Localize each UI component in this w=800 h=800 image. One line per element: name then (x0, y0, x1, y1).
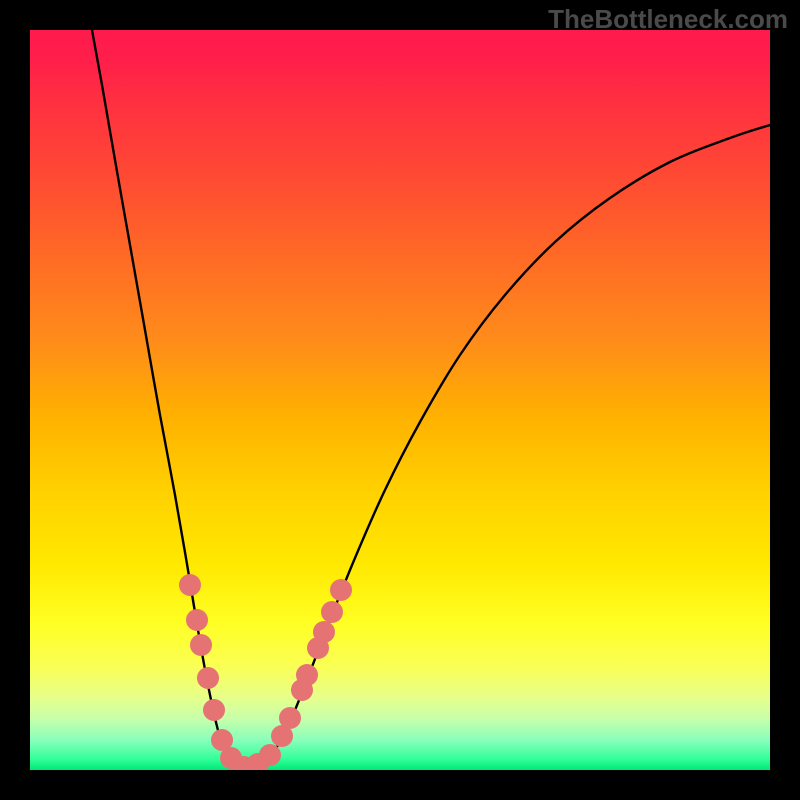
data-marker (279, 707, 301, 729)
data-marker (296, 664, 318, 686)
left-curve (92, 30, 250, 769)
watermark-text: TheBottleneck.com (548, 4, 788, 35)
right-curve (250, 125, 770, 769)
plot-area (30, 30, 770, 770)
data-marker (197, 667, 219, 689)
data-marker (259, 744, 281, 766)
data-marker (321, 601, 343, 623)
data-marker (179, 574, 201, 596)
data-marker (190, 634, 212, 656)
chart-canvas: TheBottleneck.com (0, 0, 800, 800)
curve-layer (30, 30, 770, 770)
data-marker (186, 609, 208, 631)
data-marker (330, 579, 352, 601)
data-marker (203, 699, 225, 721)
data-marker (313, 621, 335, 643)
